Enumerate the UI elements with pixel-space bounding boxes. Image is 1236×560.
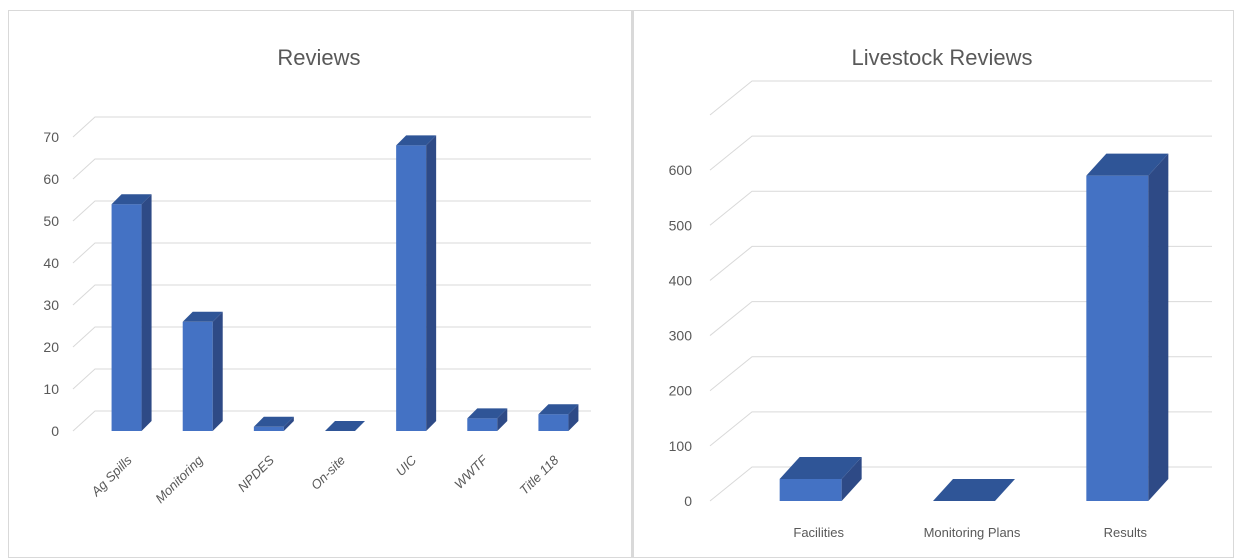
category-label: On-site: [308, 453, 348, 493]
y-tick-label: 70: [43, 129, 59, 145]
bar-front: [467, 418, 498, 431]
bar-top: [1086, 153, 1169, 176]
bar-top: [467, 408, 508, 419]
y-tick-label: 30: [43, 297, 59, 313]
category-label: NPDES: [235, 452, 278, 495]
reviews-chart-panel: Reviews 0 10 20 30 40 50 60 70 Ag Spills Monitorin…: [8, 10, 632, 558]
y-tick-label: 50: [43, 213, 59, 229]
y-tick-label: 100: [669, 438, 693, 454]
gridline: [72, 158, 591, 180]
y-tick-label: 20: [43, 339, 59, 355]
bar-front: [111, 204, 142, 431]
bar-side: [1148, 153, 1169, 501]
bar-front: [396, 145, 427, 431]
y-tick-label: 60: [43, 171, 59, 187]
gridline: [709, 135, 1212, 171]
chart-title: Reviews: [277, 45, 360, 70]
bar-front: [1086, 175, 1149, 501]
category-label: Facilities: [793, 525, 844, 540]
reviews-chart: Reviews 0 10 20 30 40 50 60 70 Ag Spills Monitorin…: [43, 45, 591, 506]
bar-side: [426, 135, 437, 431]
bar-top: [779, 456, 862, 479]
y-tick-label: 10: [43, 381, 59, 397]
category-label: Monitoring Plans: [924, 525, 1021, 540]
bar-top: [933, 479, 1015, 501]
bar-top: [182, 311, 223, 322]
gridline: [72, 116, 591, 138]
y-tick-label: 500: [669, 217, 693, 233]
y-tick-label: 40: [43, 255, 59, 271]
bar-front: [253, 426, 284, 431]
category-label: Monitoring: [152, 452, 206, 506]
bar-top: [538, 404, 579, 415]
category-label: Ag Spills: [88, 452, 135, 499]
gridline: [709, 245, 1212, 281]
bar-side: [841, 456, 862, 501]
y-tick-label: 300: [669, 328, 693, 344]
y-tick-label: 600: [669, 162, 693, 178]
bar-side: [283, 416, 294, 431]
bar-front: [779, 478, 842, 501]
y-tick-label: 0: [51, 423, 59, 439]
bar-top: [396, 135, 437, 146]
category-label: WWTF: [451, 452, 491, 492]
chart-title: Livestock Reviews: [852, 45, 1033, 70]
gridline: [709, 356, 1212, 392]
bar-front: [182, 321, 213, 431]
bar-top: [111, 194, 152, 205]
bar-side: [141, 194, 152, 431]
y-tick-label: 0: [684, 493, 692, 509]
livestock-reviews-chart-panel: Livestock Reviews 0 100 200 300 400 500 600 Faci…: [632, 10, 1234, 558]
gridline: [709, 301, 1212, 336]
y-tick-label: 200: [669, 383, 693, 399]
gridline: [709, 466, 1212, 502]
bar-side: [212, 311, 223, 431]
bar-top: [253, 416, 294, 427]
bar-front: [538, 414, 569, 431]
category-label: Title 118: [516, 452, 562, 498]
category-label: Results: [1104, 525, 1148, 540]
gridline: [709, 80, 1212, 116]
gridline: [709, 411, 1212, 447]
bar-top: [325, 421, 365, 431]
bar-side: [568, 404, 579, 431]
livestock-reviews-chart: Livestock Reviews 0 100 200 300 400 500 600 Faci…: [669, 45, 1212, 540]
bar-side: [497, 408, 508, 431]
y-tick-label: 400: [669, 272, 693, 288]
category-label: UIC: [393, 452, 420, 479]
gridline: [709, 190, 1212, 226]
